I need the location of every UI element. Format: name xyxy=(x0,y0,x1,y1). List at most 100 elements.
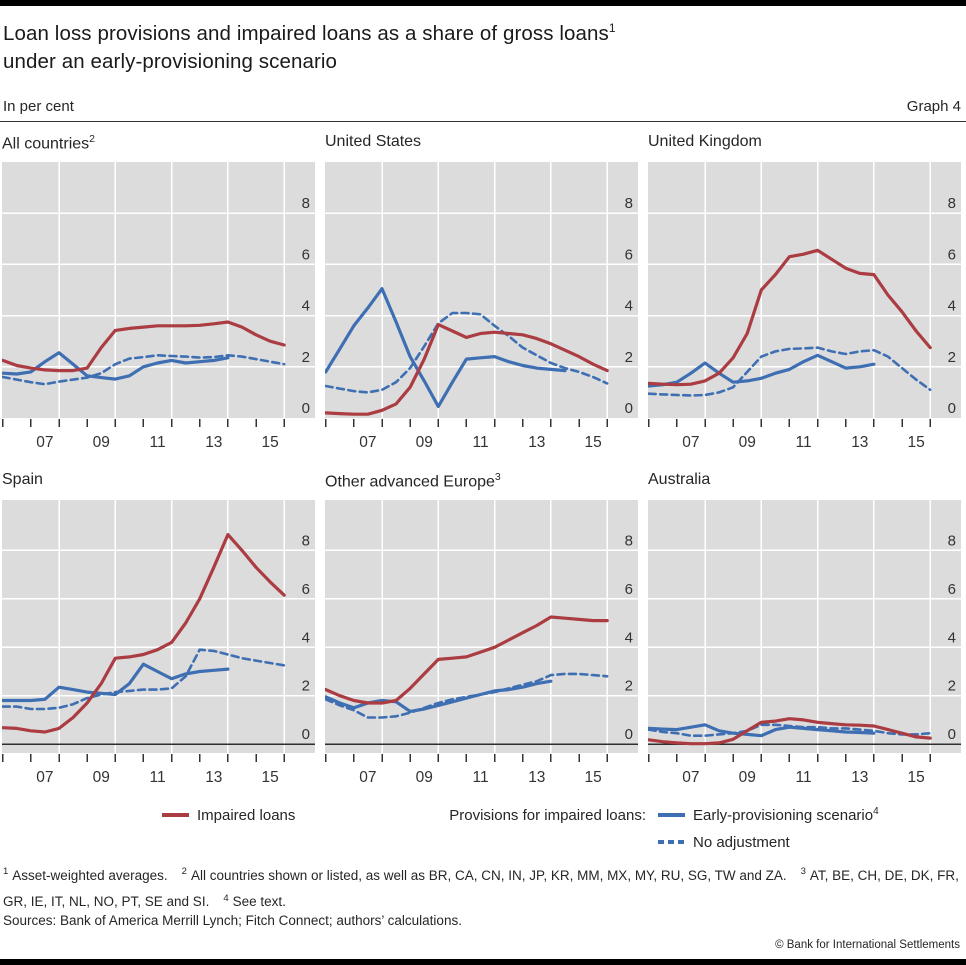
no-adjustment-line xyxy=(2,648,286,711)
svg-text:15: 15 xyxy=(585,434,602,451)
panel-title-australia: Australia xyxy=(648,471,711,488)
svg-text:6: 6 xyxy=(302,581,310,598)
svg-text:2: 2 xyxy=(302,678,310,695)
svg-text:6: 6 xyxy=(625,246,633,263)
panel-spain: Spain 0 2 4 6 8 07 09 11 13 15 xyxy=(2,468,315,787)
chart-title: Loan loss provisions and impaired loans … xyxy=(3,14,961,76)
svg-text:0: 0 xyxy=(302,726,310,743)
plot-other-advanced-europe: 0 2 4 6 8 07 09 11 13 15 xyxy=(325,500,638,786)
blue-dashed-line-swatch-icon xyxy=(658,840,685,844)
early-provisioning-line xyxy=(2,662,230,703)
svg-text:4: 4 xyxy=(625,298,633,315)
impaired-loans-line xyxy=(2,532,286,734)
svg-text:6: 6 xyxy=(948,246,956,263)
panel-title-other-advanced-europe: Other advanced Europe3 xyxy=(325,471,501,491)
footnote-4: 4 See text. xyxy=(223,892,286,910)
svg-text:8: 8 xyxy=(625,532,633,549)
svg-text:11: 11 xyxy=(795,434,811,451)
footnote-1: 1 Asset-weighted averages. xyxy=(3,866,168,883)
plot-united-kingdom: 0 2 4 6 8 07 09 11 13 15 xyxy=(648,162,961,451)
svg-text:11: 11 xyxy=(795,769,811,786)
plot-spain: 0 2 4 6 8 07 09 11 13 15 xyxy=(2,500,315,786)
impaired-loans-line xyxy=(2,320,286,373)
graph-number-label: Graph 4 xyxy=(906,97,961,115)
copyright-line: © Bank for International Settlements xyxy=(775,939,960,951)
svg-text:07: 07 xyxy=(682,434,699,451)
impaired-loans-line xyxy=(325,615,609,705)
svg-text:2: 2 xyxy=(625,349,633,366)
panels-grid: All countries2 0 2 4 6 8 07 09 11 13 15 United Stat… xyxy=(2,130,961,787)
svg-text:4: 4 xyxy=(302,629,310,646)
plot-australia: 0 2 4 6 8 07 09 11 13 15 xyxy=(648,500,961,786)
legend-group-label: Provisions for impaired loans: xyxy=(449,807,646,824)
svg-text:15: 15 xyxy=(585,769,602,786)
blue-solid-line-swatch-icon xyxy=(658,813,685,817)
svg-text:4: 4 xyxy=(948,629,956,646)
svg-text:8: 8 xyxy=(302,532,310,549)
svg-text:09: 09 xyxy=(93,769,110,786)
early-provisioning-line xyxy=(325,287,567,409)
svg-text:0: 0 xyxy=(625,400,633,417)
footnotes: 1 Asset-weighted averages. 2 All countries … xyxy=(3,860,961,913)
svg-text:07: 07 xyxy=(359,769,376,786)
panel-title-united-states: United States xyxy=(325,133,422,150)
svg-text:2: 2 xyxy=(625,678,633,695)
svg-text:15: 15 xyxy=(262,434,279,451)
plot-all-countries: 0 2 4 6 8 07 09 11 13 15 xyxy=(2,162,315,451)
svg-text:4: 4 xyxy=(302,298,310,315)
svg-text:0: 0 xyxy=(625,726,633,743)
svg-text:13: 13 xyxy=(528,769,545,786)
svg-text:0: 0 xyxy=(302,400,310,417)
svg-text:6: 6 xyxy=(625,581,633,598)
early-provisioning-line xyxy=(2,351,230,381)
impaired-loans-line xyxy=(648,717,932,746)
panel-united-states: United States 0 2 4 6 8 07 09 11 13 15 xyxy=(325,130,638,452)
svg-text:15: 15 xyxy=(262,769,279,786)
impaired-loans-line xyxy=(325,323,609,416)
unit-label: In per cent xyxy=(3,97,74,115)
svg-text:0: 0 xyxy=(948,726,956,743)
impaired-loans-line xyxy=(648,248,932,387)
panel-title-united-kingdom: United Kingdom xyxy=(648,133,762,150)
svg-text:13: 13 xyxy=(205,434,222,451)
svg-text:2: 2 xyxy=(302,349,310,366)
legend-label-early: Early-provisioning scenario xyxy=(693,807,874,824)
svg-text:13: 13 xyxy=(851,434,868,451)
svg-text:07: 07 xyxy=(682,769,699,786)
svg-text:09: 09 xyxy=(416,769,433,786)
panel-other-advanced-europe: Other advanced Europe3 0 2 4 6 8 07 09 11 13 15 xyxy=(325,468,638,787)
svg-text:13: 13 xyxy=(851,769,868,786)
svg-text:07: 07 xyxy=(359,434,376,451)
svg-text:8: 8 xyxy=(302,195,310,212)
svg-text:13: 13 xyxy=(205,769,222,786)
red-line-swatch-icon xyxy=(162,813,189,817)
legend-item-no-adjustment: No adjustment xyxy=(658,832,790,852)
svg-text:09: 09 xyxy=(416,434,433,451)
footnote-2: 2 All countries shown or listed, as well … xyxy=(181,866,787,883)
svg-text:6: 6 xyxy=(948,581,956,598)
svg-text:6: 6 xyxy=(302,246,310,263)
svg-text:8: 8 xyxy=(948,532,956,549)
svg-text:0: 0 xyxy=(948,400,956,417)
svg-text:4: 4 xyxy=(948,298,956,315)
svg-text:07: 07 xyxy=(36,434,53,451)
svg-text:09: 09 xyxy=(739,769,756,786)
chart-title-line2: under an early-provisioning scenario xyxy=(3,49,338,73)
svg-text:8: 8 xyxy=(625,195,633,212)
svg-text:2: 2 xyxy=(948,349,956,366)
no-adjustment-line xyxy=(325,311,609,394)
bottom-border-bar xyxy=(0,959,966,965)
no-adjustment-line xyxy=(648,346,932,397)
plot-united-states: 0 2 4 6 8 07 09 11 13 15 xyxy=(325,162,638,451)
svg-text:07: 07 xyxy=(36,769,53,786)
early-provisioning-line xyxy=(648,723,876,738)
panel-title-spain: Spain xyxy=(2,471,43,488)
top-border-bar xyxy=(0,0,966,6)
svg-text:11: 11 xyxy=(472,434,488,451)
sources-line: Sources: Bank of America Merrill Lynch; … xyxy=(3,913,462,928)
svg-text:11: 11 xyxy=(472,769,488,786)
svg-text:11: 11 xyxy=(149,434,165,451)
legend-label-noadj: No adjustment xyxy=(693,833,790,851)
panel-united-kingdom: United Kingdom 0 2 4 6 8 07 09 11 13 15 xyxy=(648,130,961,452)
